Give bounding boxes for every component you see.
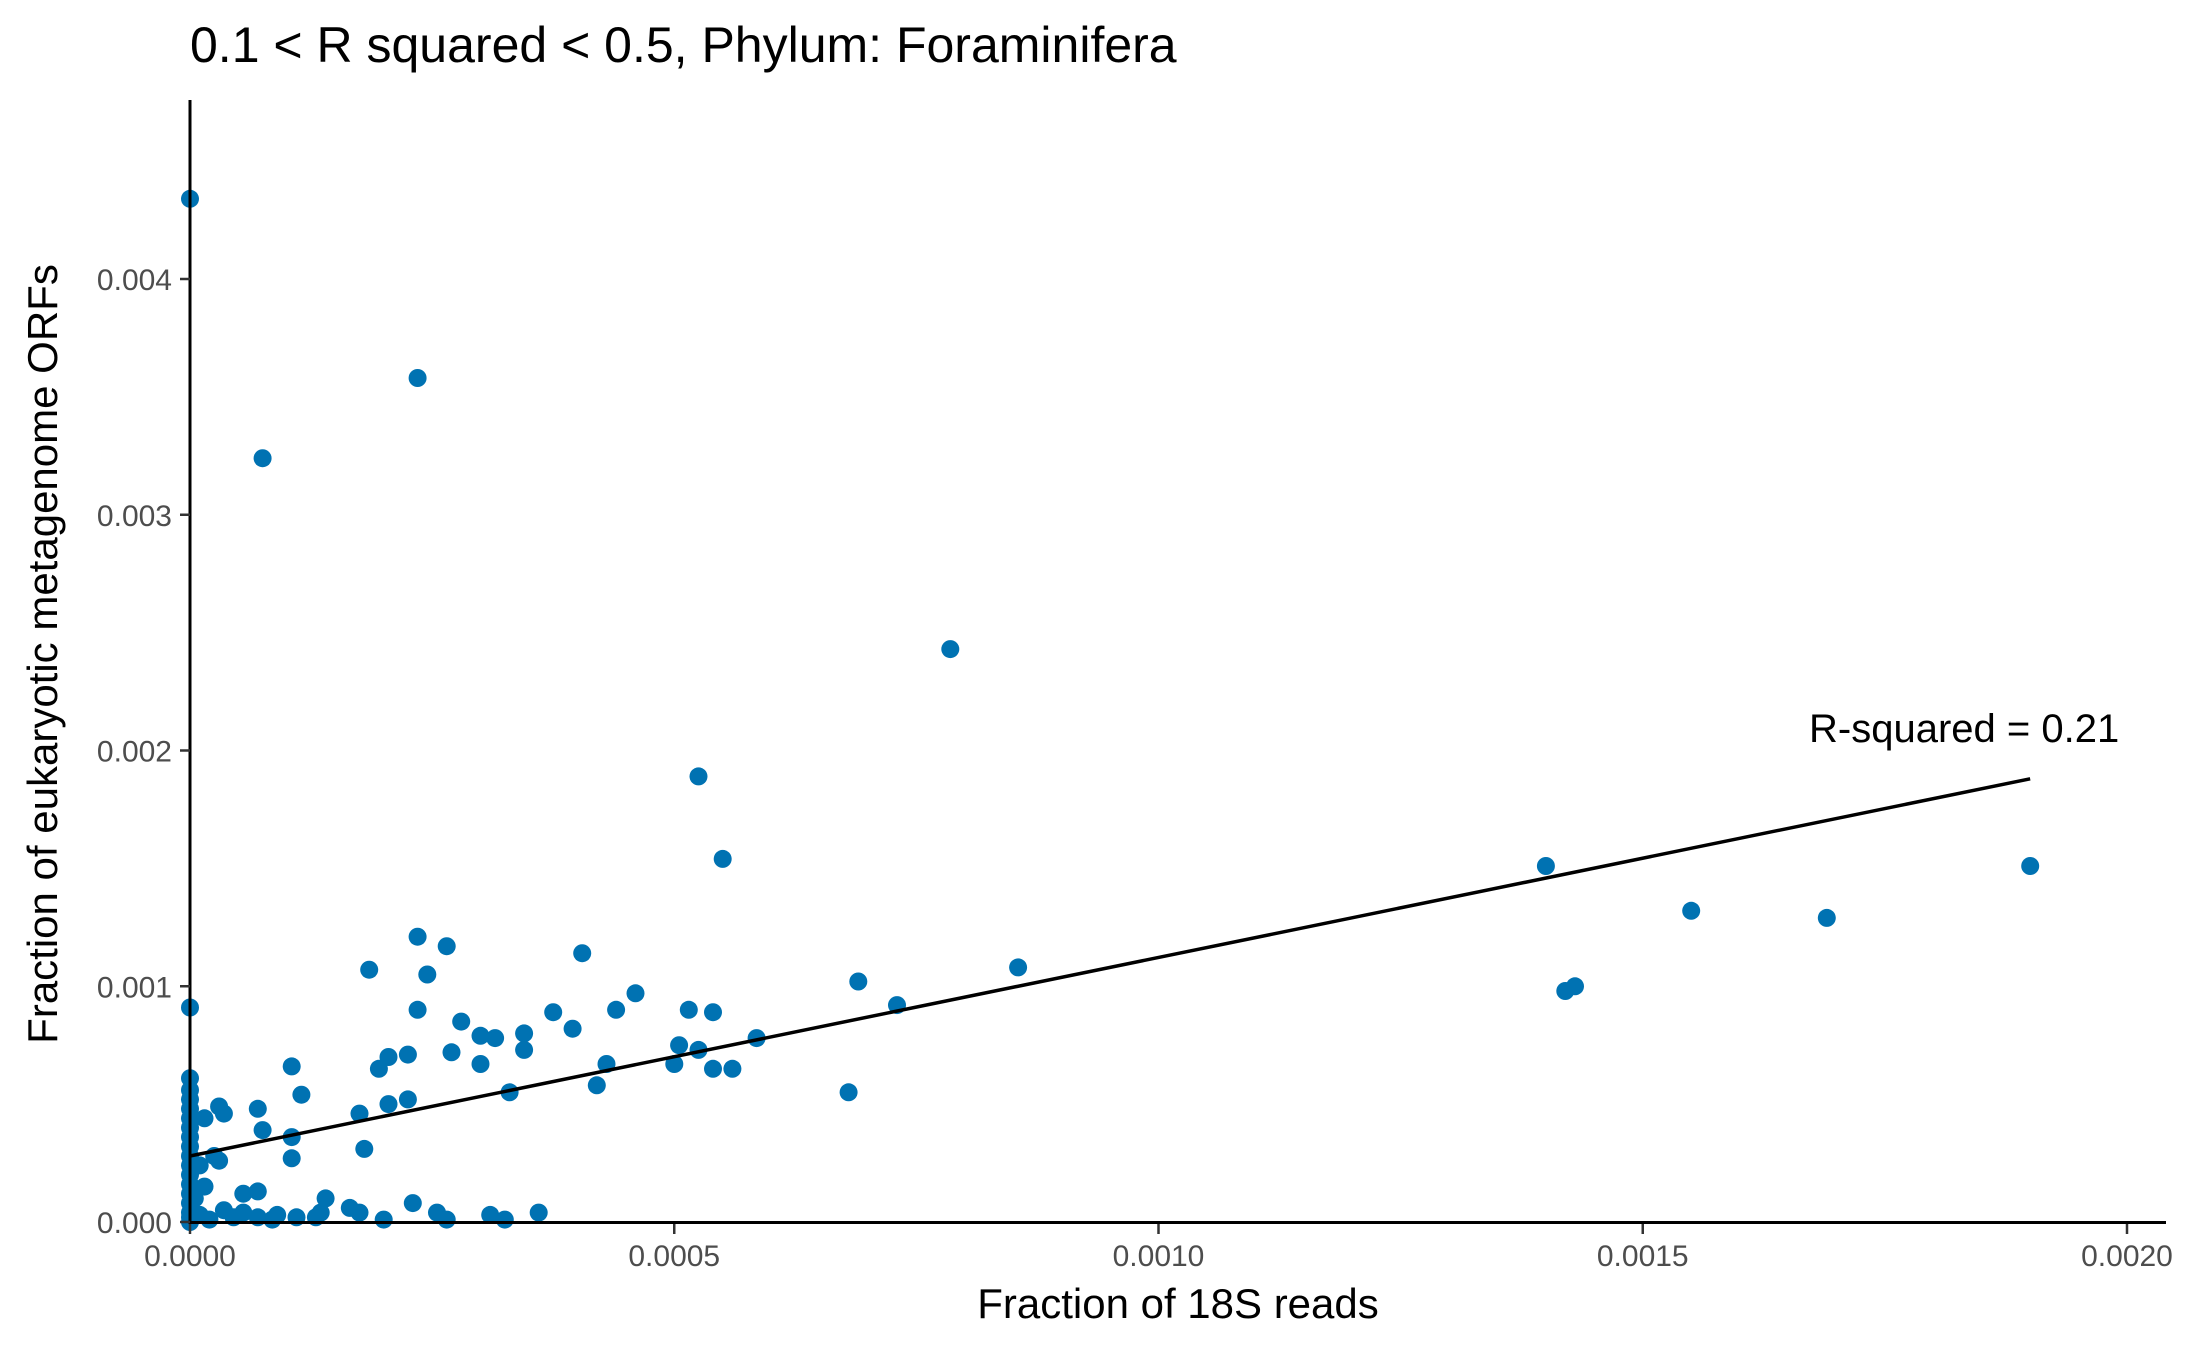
data-point xyxy=(403,1194,422,1213)
data-point xyxy=(234,1184,253,1203)
data-point xyxy=(626,984,645,1003)
x-tick-label: 0.0000 xyxy=(144,1240,236,1273)
data-point xyxy=(723,1059,742,1078)
data-point xyxy=(941,640,960,659)
data-point xyxy=(369,1059,388,1078)
y-tick-label: 0.000 xyxy=(97,1207,172,1240)
y-tick-label: 0.004 xyxy=(97,264,172,297)
data-point xyxy=(587,1076,606,1095)
y-axis-ticks: 0.000 0.001 0.002 0.003 0.004 xyxy=(97,264,190,1240)
data-point xyxy=(670,1036,689,1055)
x-axis-ticks: 0.0000 0.0005 0.0010 0.0015 0.0020 xyxy=(144,1224,2173,1273)
data-point xyxy=(214,1104,233,1123)
data-point xyxy=(515,1024,534,1043)
data-point xyxy=(374,1210,393,1229)
data-point xyxy=(471,1055,490,1073)
y-tick-label: 0.002 xyxy=(97,736,172,769)
data-point xyxy=(292,1085,311,1104)
data-point xyxy=(452,1012,471,1031)
data-point xyxy=(495,1210,514,1229)
data-point xyxy=(360,960,379,979)
data-point xyxy=(214,1201,233,1220)
y-axis-title: Fraction of eukaryotic metagenome ORFs xyxy=(19,264,66,1044)
x-tick-label: 0.0010 xyxy=(1113,1240,1205,1273)
data-point xyxy=(355,1139,374,1158)
regression-line xyxy=(189,777,2031,1158)
data-point xyxy=(408,1000,427,1019)
data-point xyxy=(2021,857,2040,875)
data-point xyxy=(689,767,708,786)
x-tick-label: 0.0005 xyxy=(628,1240,720,1273)
data-point xyxy=(350,1104,369,1123)
data-point xyxy=(316,1189,335,1208)
data-point xyxy=(263,1210,282,1229)
data-point xyxy=(210,1151,229,1170)
data-point xyxy=(350,1203,369,1222)
data-point xyxy=(544,1003,563,1022)
data-point xyxy=(679,1000,698,1019)
data-point xyxy=(408,927,427,946)
data-point xyxy=(442,1043,461,1062)
data-point xyxy=(418,965,437,984)
x-axis-title: Fraction of 18S reads xyxy=(977,1280,1379,1327)
data-point xyxy=(398,1045,417,1064)
data-point xyxy=(849,972,868,991)
data-point xyxy=(486,1029,505,1048)
data-point xyxy=(563,1019,582,1038)
data-point xyxy=(704,1059,722,1078)
data-point xyxy=(282,1057,301,1076)
data-point xyxy=(408,369,427,387)
chart-title: 0.1 < R squared < 0.5, Phylum: Foraminif… xyxy=(190,17,1177,73)
data-point xyxy=(248,1182,267,1201)
y-tick-label: 0.001 xyxy=(97,971,172,1004)
data-point xyxy=(253,449,272,468)
data-point xyxy=(1817,908,1836,927)
data-point xyxy=(437,1210,456,1229)
data-point xyxy=(195,1109,214,1128)
data-point xyxy=(248,1099,267,1118)
data-point xyxy=(1682,901,1701,920)
data-point xyxy=(607,1000,626,1019)
data-point xyxy=(398,1090,417,1109)
data-point xyxy=(839,1083,858,1102)
data-point xyxy=(1009,958,1028,977)
r-squared-annotation: R-squared = 0.21 xyxy=(1809,707,2119,751)
data-point xyxy=(529,1203,548,1222)
plot-area xyxy=(181,189,2040,1231)
data-point xyxy=(665,1055,684,1073)
data-point xyxy=(1536,857,1555,875)
data-point xyxy=(481,1205,500,1224)
data-point xyxy=(1556,982,1575,1000)
data-point xyxy=(704,1003,722,1022)
data-point xyxy=(713,849,732,868)
y-tick-label: 0.003 xyxy=(97,500,172,533)
data-point xyxy=(471,1026,490,1045)
x-tick-label: 0.0020 xyxy=(2081,1240,2173,1273)
x-tick-label: 0.0015 xyxy=(1597,1240,1689,1273)
data-point xyxy=(282,1149,301,1168)
data-point xyxy=(379,1095,398,1114)
data-point xyxy=(515,1040,534,1059)
data-point xyxy=(573,944,592,963)
data-point xyxy=(253,1121,272,1140)
data-point xyxy=(437,937,456,956)
